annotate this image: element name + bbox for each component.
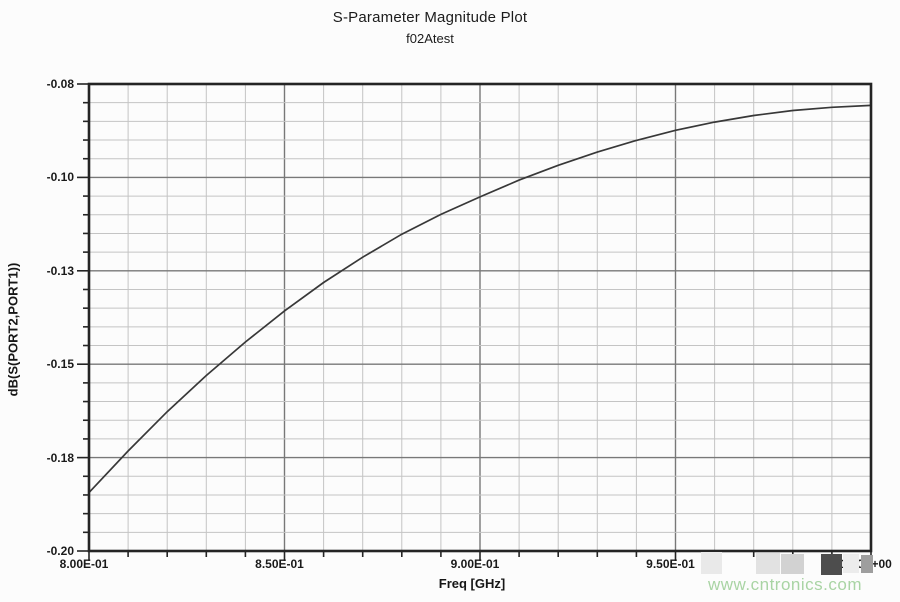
x-tick-label: 8.50E-01: [255, 557, 304, 571]
watermark-square: [821, 554, 842, 575]
y-tick-label: -0.10: [46, 170, 74, 185]
watermark-square: [861, 555, 873, 573]
sparameter-curve: [88, 104, 872, 494]
y-tick-label: -0.15: [46, 357, 74, 372]
x-axis-title: Freq [GHz]: [438, 576, 506, 591]
x-tick-label: 9.50E-01: [646, 557, 695, 571]
watermark-square: [843, 554, 859, 573]
y-tick-label: -0.18: [46, 450, 74, 465]
y-tick-label: -0.08: [46, 77, 74, 91]
chart-subtitle: f02Atest: [406, 31, 454, 46]
y-tick-label: -0.13: [46, 263, 74, 278]
x-tick-label: 9.00E-01: [450, 557, 500, 571]
watermark-text: www.cntronics.com: [708, 575, 862, 594]
chart-title: S-Parameter Magnitude Plot: [332, 9, 528, 26]
x-tick-label: 8.00E-01: [59, 557, 109, 571]
watermark-square: [781, 554, 804, 574]
plot-frame: [87, 82, 873, 553]
watermark-square: [756, 553, 780, 574]
watermark-square: [701, 552, 722, 574]
y-tick-label: -0.20: [46, 544, 74, 558]
